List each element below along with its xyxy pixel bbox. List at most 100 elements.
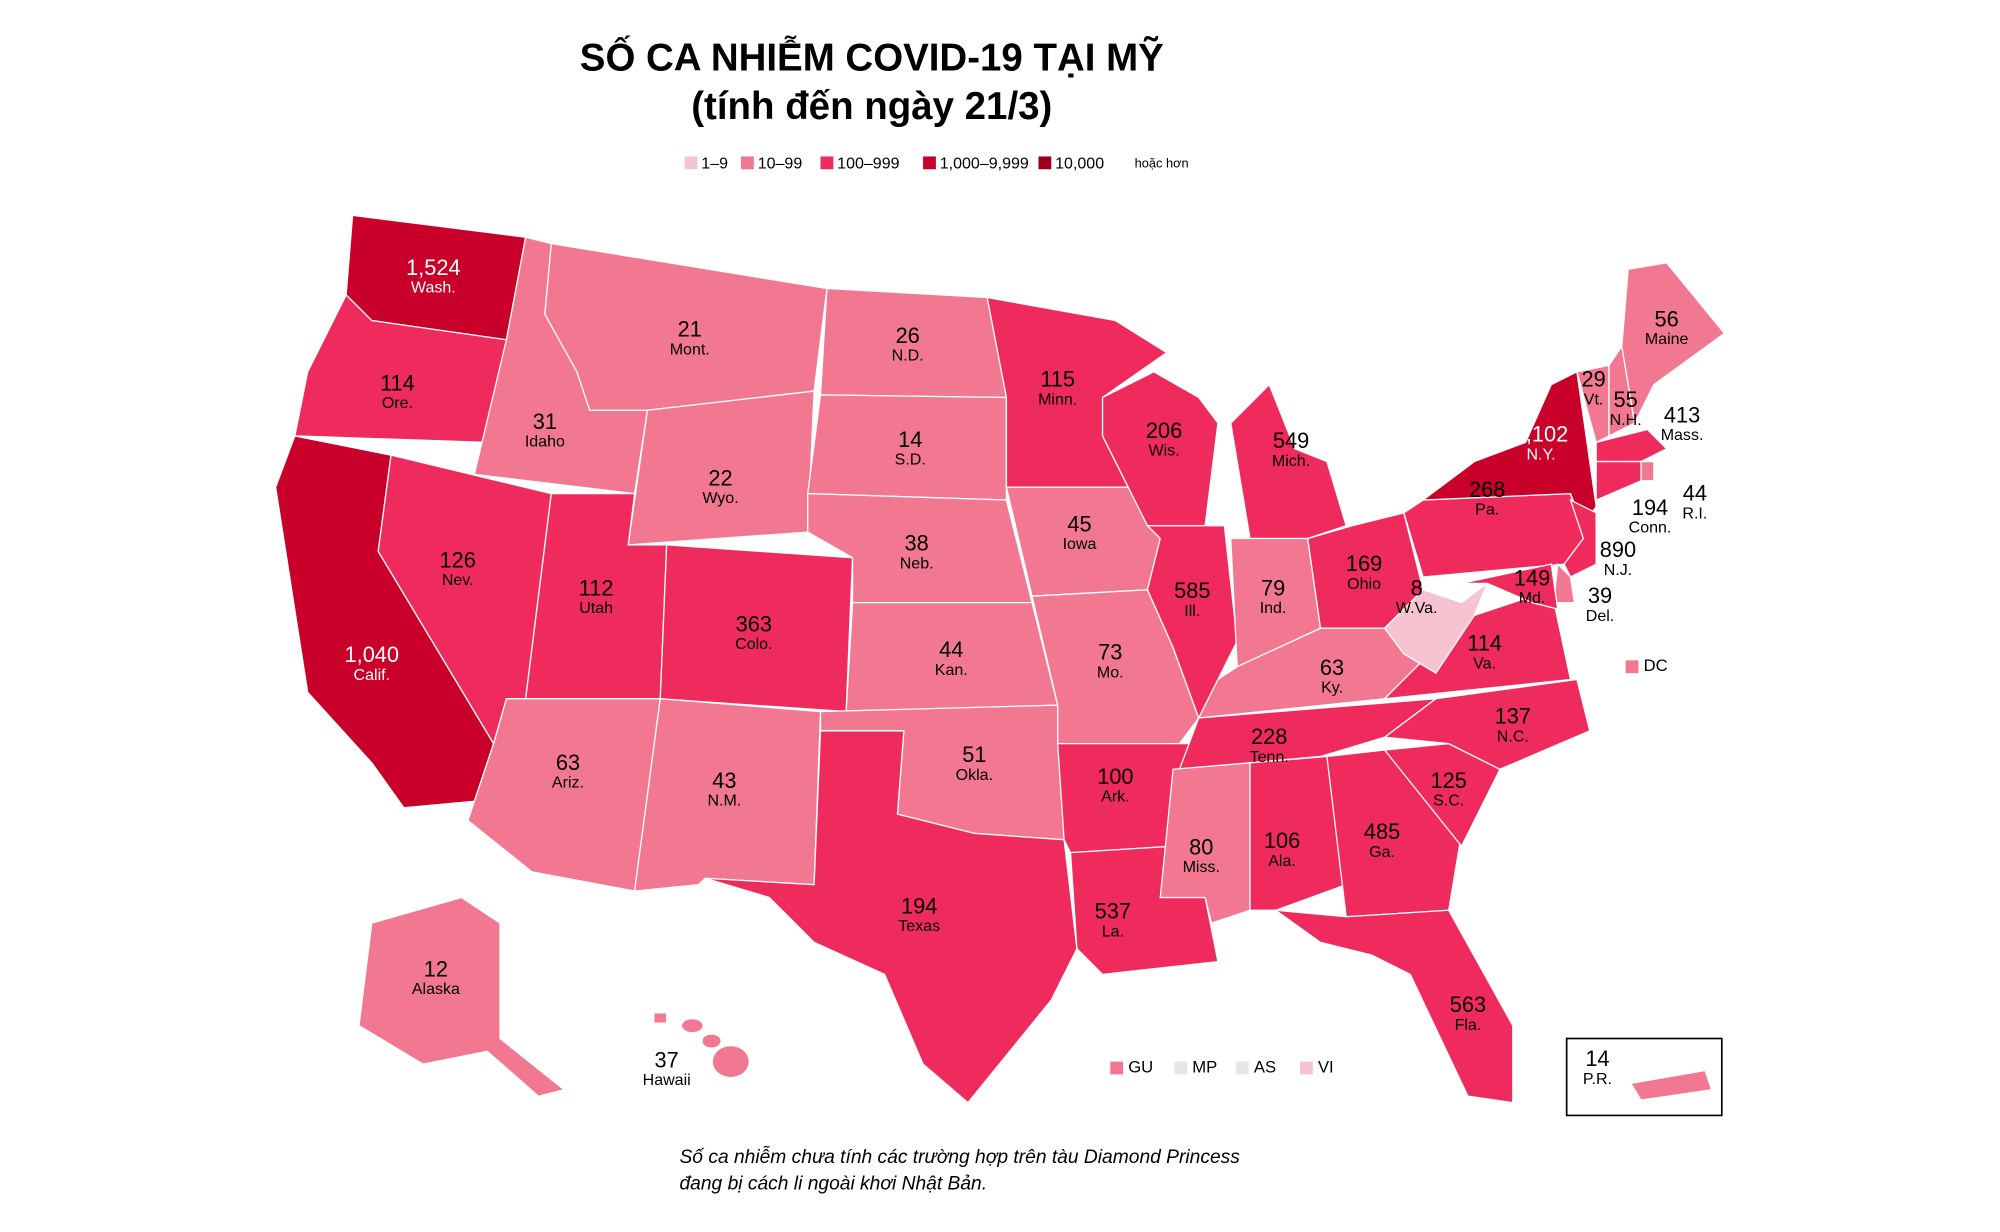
state-value: 206	[1146, 418, 1182, 443]
state-value: 39	[1588, 583, 1612, 608]
state-value: 7,102	[1514, 422, 1569, 447]
state-shape	[1273, 909, 1514, 1104]
state-shape	[1621, 262, 1726, 426]
state-name: Minn.	[1038, 390, 1077, 408]
legend-swatch	[1038, 156, 1052, 170]
state-value: 137	[1495, 704, 1531, 729]
state-name: La.	[1102, 922, 1124, 940]
state-value: 63	[556, 750, 580, 775]
state-name: Alaska	[412, 980, 460, 998]
state-name: Hawaii	[643, 1071, 691, 1089]
state-name: Mont.	[670, 340, 710, 358]
state-name: R.I.	[1682, 504, 1707, 522]
legend-swatch	[741, 156, 754, 170]
state-name: Colo.	[735, 635, 772, 653]
state-value: 106	[1264, 828, 1300, 853]
legend-swatch	[820, 156, 834, 170]
state-name: Fla.	[1455, 1016, 1482, 1034]
state-value: 537	[1095, 899, 1131, 924]
island-shape	[702, 1034, 721, 1048]
state-name: Maine	[1645, 330, 1689, 348]
state-name: Okla.	[956, 766, 993, 784]
state-name: Ill.	[1184, 602, 1200, 620]
state-name: Wyo.	[702, 489, 738, 507]
state-name: Texas	[898, 917, 940, 935]
territory-label: GU	[1128, 1057, 1153, 1076]
legend-label: 1–9	[701, 154, 728, 172]
state-value: 80	[1189, 835, 1213, 860]
territory-swatch	[1300, 1061, 1313, 1075]
legend-label: 100–999	[837, 154, 899, 172]
footnote: đang bị cách li ngoài khơi Nhật Bản.	[679, 1174, 987, 1195]
legend-swatch	[923, 156, 936, 170]
state-value: 585	[1174, 578, 1210, 603]
state-name: Wis.	[1149, 442, 1180, 460]
state-name: N.Y.	[1526, 445, 1555, 463]
state-name: Calif.	[354, 666, 391, 684]
territory-label: VI	[1318, 1057, 1334, 1076]
state-value: 12	[424, 956, 448, 981]
state-name: Tenn.	[1250, 748, 1289, 766]
state-name: Kan.	[935, 661, 968, 679]
state-name: Del.	[1586, 607, 1614, 625]
state-value: 194	[1632, 495, 1668, 520]
state-name: N.D.	[892, 347, 924, 365]
state-value: 22	[708, 465, 732, 490]
state-value: 413	[1664, 402, 1700, 427]
state-value: 79	[1261, 576, 1285, 601]
state-shape	[358, 896, 566, 1097]
state-value: 63	[1320, 655, 1344, 680]
state-name: N.M.	[707, 792, 741, 810]
state-shape	[1178, 697, 1439, 771]
state-shape	[1595, 428, 1668, 463]
state-value: 890	[1600, 537, 1636, 562]
state-shape	[1640, 460, 1655, 482]
state-value: 29	[1581, 367, 1605, 392]
state-name: Idaho	[525, 433, 565, 451]
legend-suffix: hoặc hơn	[1135, 156, 1189, 171]
island-shape	[712, 1046, 749, 1077]
state-value: 14	[1585, 1046, 1609, 1071]
state-name: N.C.	[1497, 727, 1529, 745]
legend-label: 10,000	[1055, 154, 1104, 172]
inset-box	[1565, 1037, 1723, 1117]
state-value: 31	[533, 409, 557, 434]
title: SỐ CA NHIỄM COVID-19 TẠI MỸ	[580, 34, 1164, 79]
state-value: 363	[736, 611, 772, 636]
state-value: 38	[905, 531, 929, 556]
state-name: Mo.	[1097, 663, 1124, 681]
legend-swatch	[684, 156, 698, 170]
state-name: Ga.	[1369, 843, 1395, 861]
state-value: 100	[1097, 764, 1133, 789]
state-name: S.D.	[895, 451, 926, 469]
legend-label: 1,000–9,999	[940, 154, 1029, 172]
state-value: 169	[1346, 551, 1382, 576]
state-value: 549	[1273, 428, 1309, 453]
state-value: 51	[962, 742, 986, 767]
state-shape	[653, 1012, 668, 1024]
state-shape	[1595, 460, 1642, 502]
territory-label: DC	[1644, 656, 1668, 675]
subtitle: (tính đến ngày 21/3)	[691, 85, 1052, 128]
state-name: Ohio	[1347, 575, 1381, 593]
state-name: Va.	[1473, 654, 1496, 672]
territory-swatch	[1110, 1061, 1124, 1075]
state-name: Ark.	[1101, 788, 1129, 806]
state-name: Ind.	[1260, 599, 1287, 617]
state-value: 114	[1467, 631, 1502, 656]
state-shape	[1461, 563, 1559, 610]
territory-swatch	[1174, 1061, 1188, 1075]
state-value: 112	[579, 576, 614, 601]
state-shape	[1382, 678, 1591, 770]
state-value: 228	[1251, 724, 1287, 749]
state-value: 55	[1614, 387, 1638, 412]
state-name: N.J.	[1604, 561, 1632, 579]
state-value: 73	[1098, 640, 1122, 665]
state-shape	[1382, 588, 1572, 700]
state-name: Ala.	[1268, 852, 1296, 870]
state-shape	[1326, 749, 1463, 918]
territory-label: AS	[1254, 1057, 1276, 1076]
state-value: 115	[1040, 367, 1075, 392]
state-value: 44	[939, 637, 963, 662]
state-name: Ariz.	[552, 774, 584, 792]
